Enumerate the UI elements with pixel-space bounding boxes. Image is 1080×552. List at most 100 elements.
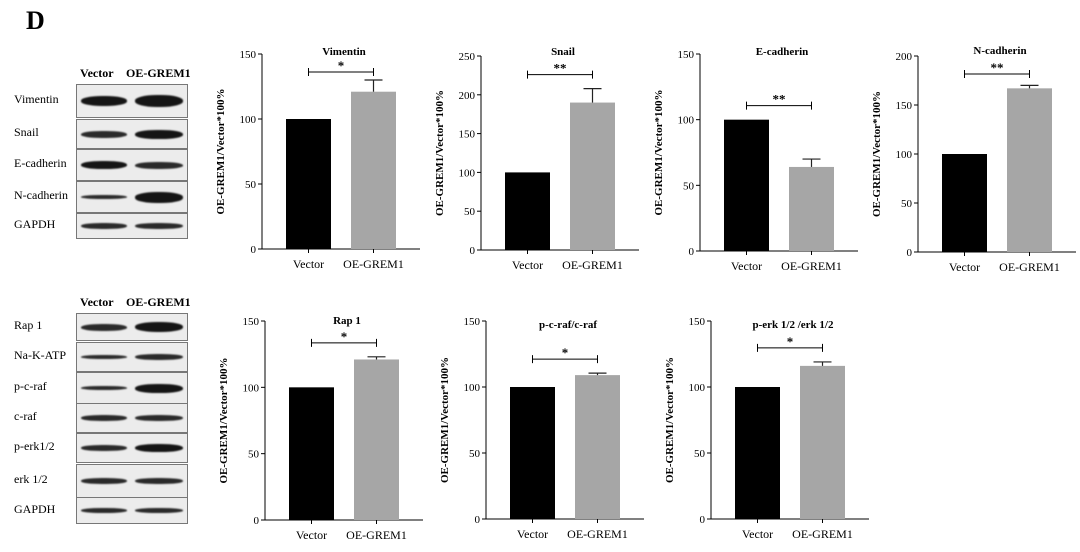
blot-row-label: erk 1/2: [14, 472, 48, 486]
blot-band: [135, 95, 183, 107]
blot-band: [135, 129, 183, 139]
bar-vector: [510, 387, 555, 519]
x-tick-label: OE-GREM1: [999, 260, 1060, 274]
bar-oe-grem1: [354, 359, 399, 520]
chart-title: E-cadherin: [756, 46, 809, 58]
blot-band: [135, 508, 183, 513]
blot-strip: [76, 342, 188, 372]
bar-vector: [735, 387, 780, 519]
y-tick-label: 150: [689, 316, 706, 328]
bar-vector: [289, 387, 334, 520]
blot-row-label: p-c-raf: [14, 379, 47, 393]
bar-oe-grem1: [570, 102, 615, 250]
x-tick-label: OE-GREM1: [343, 257, 404, 271]
x-tick-label: OE-GREM1: [346, 528, 407, 542]
y-tick-label: 250: [459, 51, 476, 63]
chart-title: p-erk 1/2 /erk 1/2: [753, 319, 834, 331]
y-tick-label: 50: [245, 179, 257, 191]
blot-strip: [76, 497, 188, 524]
y-tick-label: 150: [896, 100, 913, 112]
chart-title: p-c-raf/c-raf: [539, 319, 597, 331]
y-tick-label: 0: [907, 247, 913, 259]
y-tick-label: 0: [470, 245, 476, 257]
blot-row-label: Snail: [14, 125, 39, 139]
blot-band: [81, 195, 127, 199]
y-tick-label: 100: [243, 382, 260, 394]
y-tick-label: 100: [896, 149, 913, 161]
blot-band: [135, 322, 183, 332]
blot-band: [81, 161, 127, 169]
blot-band: [135, 223, 183, 229]
y-tick-label: 0: [254, 515, 260, 527]
blot-band: [81, 96, 127, 106]
significance-marker: *: [562, 345, 569, 360]
bar-oe-grem1: [1007, 88, 1052, 252]
chart-title: Vimentin: [322, 46, 366, 58]
y-tick-label: 0: [251, 244, 257, 256]
blot-header-0: Vector: [80, 66, 114, 80]
y-tick-label: 150: [243, 316, 260, 328]
blot-row-label: c-raf: [14, 409, 37, 423]
y-tick-label: 50: [901, 198, 913, 210]
blot-header-1: OE-GREM1: [126, 295, 191, 309]
y-axis-label: OE-GREM1/Vector*100%: [434, 90, 446, 216]
blot-band: [81, 478, 127, 484]
blot-strip: [76, 372, 188, 404]
x-tick-label: Vector: [296, 528, 327, 542]
y-tick-label: 50: [469, 448, 481, 460]
y-tick-label: 150: [464, 316, 481, 328]
y-tick-label: 200: [896, 51, 913, 63]
blot-header-0: Vector: [80, 295, 114, 309]
y-tick-label: 150: [240, 49, 257, 61]
chart-title: N-cadherin: [973, 45, 1026, 57]
blot-band: [81, 386, 127, 390]
blot-band: [81, 508, 127, 513]
bar-vector: [286, 119, 331, 249]
blot-row-label: E-cadherin: [14, 156, 67, 170]
blot-band: [135, 415, 183, 421]
blot-strip: [76, 313, 188, 341]
y-tick-label: 150: [459, 129, 476, 141]
significance-marker: **: [773, 92, 786, 107]
blot-strip: [76, 433, 188, 463]
bar-oe-grem1: [800, 365, 845, 519]
significance-marker: **: [554, 61, 567, 76]
y-tick-label: 100: [689, 382, 706, 394]
significance-marker: *: [787, 334, 794, 349]
blot-row-label: p-erk1/2: [14, 439, 55, 453]
y-tick-label: 0: [700, 514, 706, 526]
blot-band: [81, 223, 127, 229]
x-tick-label: Vector: [293, 257, 324, 271]
blot-row-label: GAPDH: [14, 501, 56, 516]
panel-letter: D: [26, 6, 45, 35]
blot-header-1: OE-GREM1: [126, 66, 191, 80]
chart-title: Snail: [551, 46, 575, 58]
y-tick-label: 0: [689, 246, 695, 258]
x-tick-label: Vector: [949, 260, 980, 274]
bar-oe-grem1: [575, 375, 620, 519]
significance-marker: **: [991, 60, 1004, 75]
bar-vector: [724, 119, 769, 252]
y-tick-label: 50: [248, 449, 260, 461]
significance-marker: *: [341, 329, 348, 344]
blot-row-label: GAPDH: [14, 217, 56, 231]
blot-band: [135, 383, 183, 393]
x-tick-label: Vector: [731, 259, 762, 273]
y-axis-label: OE-GREM1/Vector*100%: [215, 88, 227, 214]
y-tick-label: 200: [459, 90, 476, 102]
blot-strip: [76, 149, 188, 181]
y-tick-label: 100: [240, 114, 257, 126]
y-axis-label: OE-GREM1/Vector*100%: [664, 357, 676, 483]
y-tick-label: 100: [459, 167, 476, 179]
bar-oe-grem1: [789, 166, 834, 251]
blot-band: [135, 354, 183, 360]
y-tick-label: 0: [475, 514, 481, 526]
x-tick-label: OE-GREM1: [562, 258, 623, 272]
blot-row-label: Rap 1: [14, 318, 43, 332]
significance-marker: *: [338, 58, 345, 73]
x-tick-label: OE-GREM1: [781, 259, 842, 273]
y-axis-label: OE-GREM1/Vector*100%: [439, 357, 451, 483]
blot-band: [135, 191, 183, 203]
x-tick-label: Vector: [742, 527, 773, 541]
blot-band: [81, 445, 127, 451]
